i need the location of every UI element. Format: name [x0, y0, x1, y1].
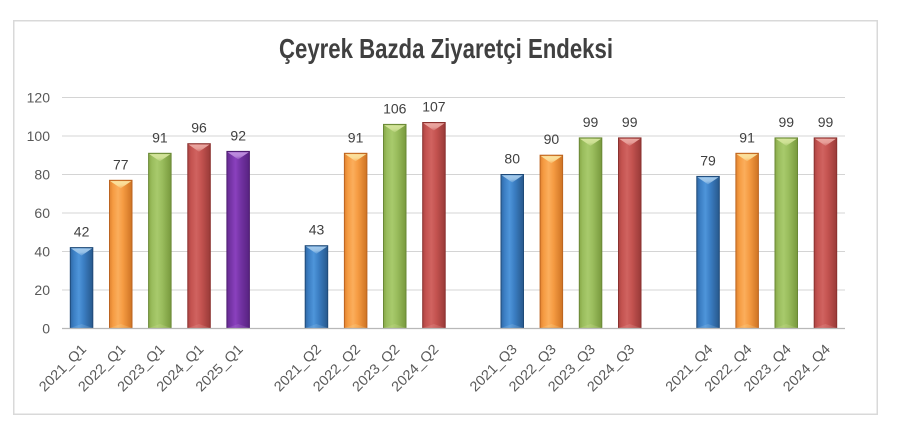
svg-text:100: 100: [27, 128, 51, 144]
svg-text:40: 40: [34, 244, 50, 260]
svg-text:92: 92: [230, 127, 246, 143]
svg-text:60: 60: [34, 205, 50, 221]
svg-text:80: 80: [504, 151, 520, 167]
svg-text:96: 96: [191, 120, 207, 136]
svg-text:106: 106: [383, 100, 407, 116]
svg-text:Çeyrek Bazda Ziyaretçi Endeksi: Çeyrek Bazda Ziyaretçi Endeksi: [279, 33, 613, 64]
svg-text:43: 43: [309, 222, 325, 238]
svg-text:80: 80: [34, 167, 50, 183]
svg-text:91: 91: [739, 129, 755, 145]
svg-text:91: 91: [348, 129, 364, 145]
svg-text:77: 77: [113, 156, 129, 172]
svg-text:99: 99: [818, 114, 834, 130]
svg-text:0: 0: [42, 321, 50, 337]
svg-text:120: 120: [27, 90, 51, 106]
svg-text:99: 99: [622, 114, 638, 130]
svg-text:99: 99: [583, 114, 599, 130]
svg-text:42: 42: [74, 224, 90, 240]
svg-text:20: 20: [34, 282, 50, 298]
svg-text:107: 107: [422, 99, 446, 115]
svg-text:90: 90: [544, 131, 560, 147]
svg-text:91: 91: [152, 129, 168, 145]
svg-text:79: 79: [700, 152, 716, 168]
svg-text:99: 99: [779, 114, 795, 130]
